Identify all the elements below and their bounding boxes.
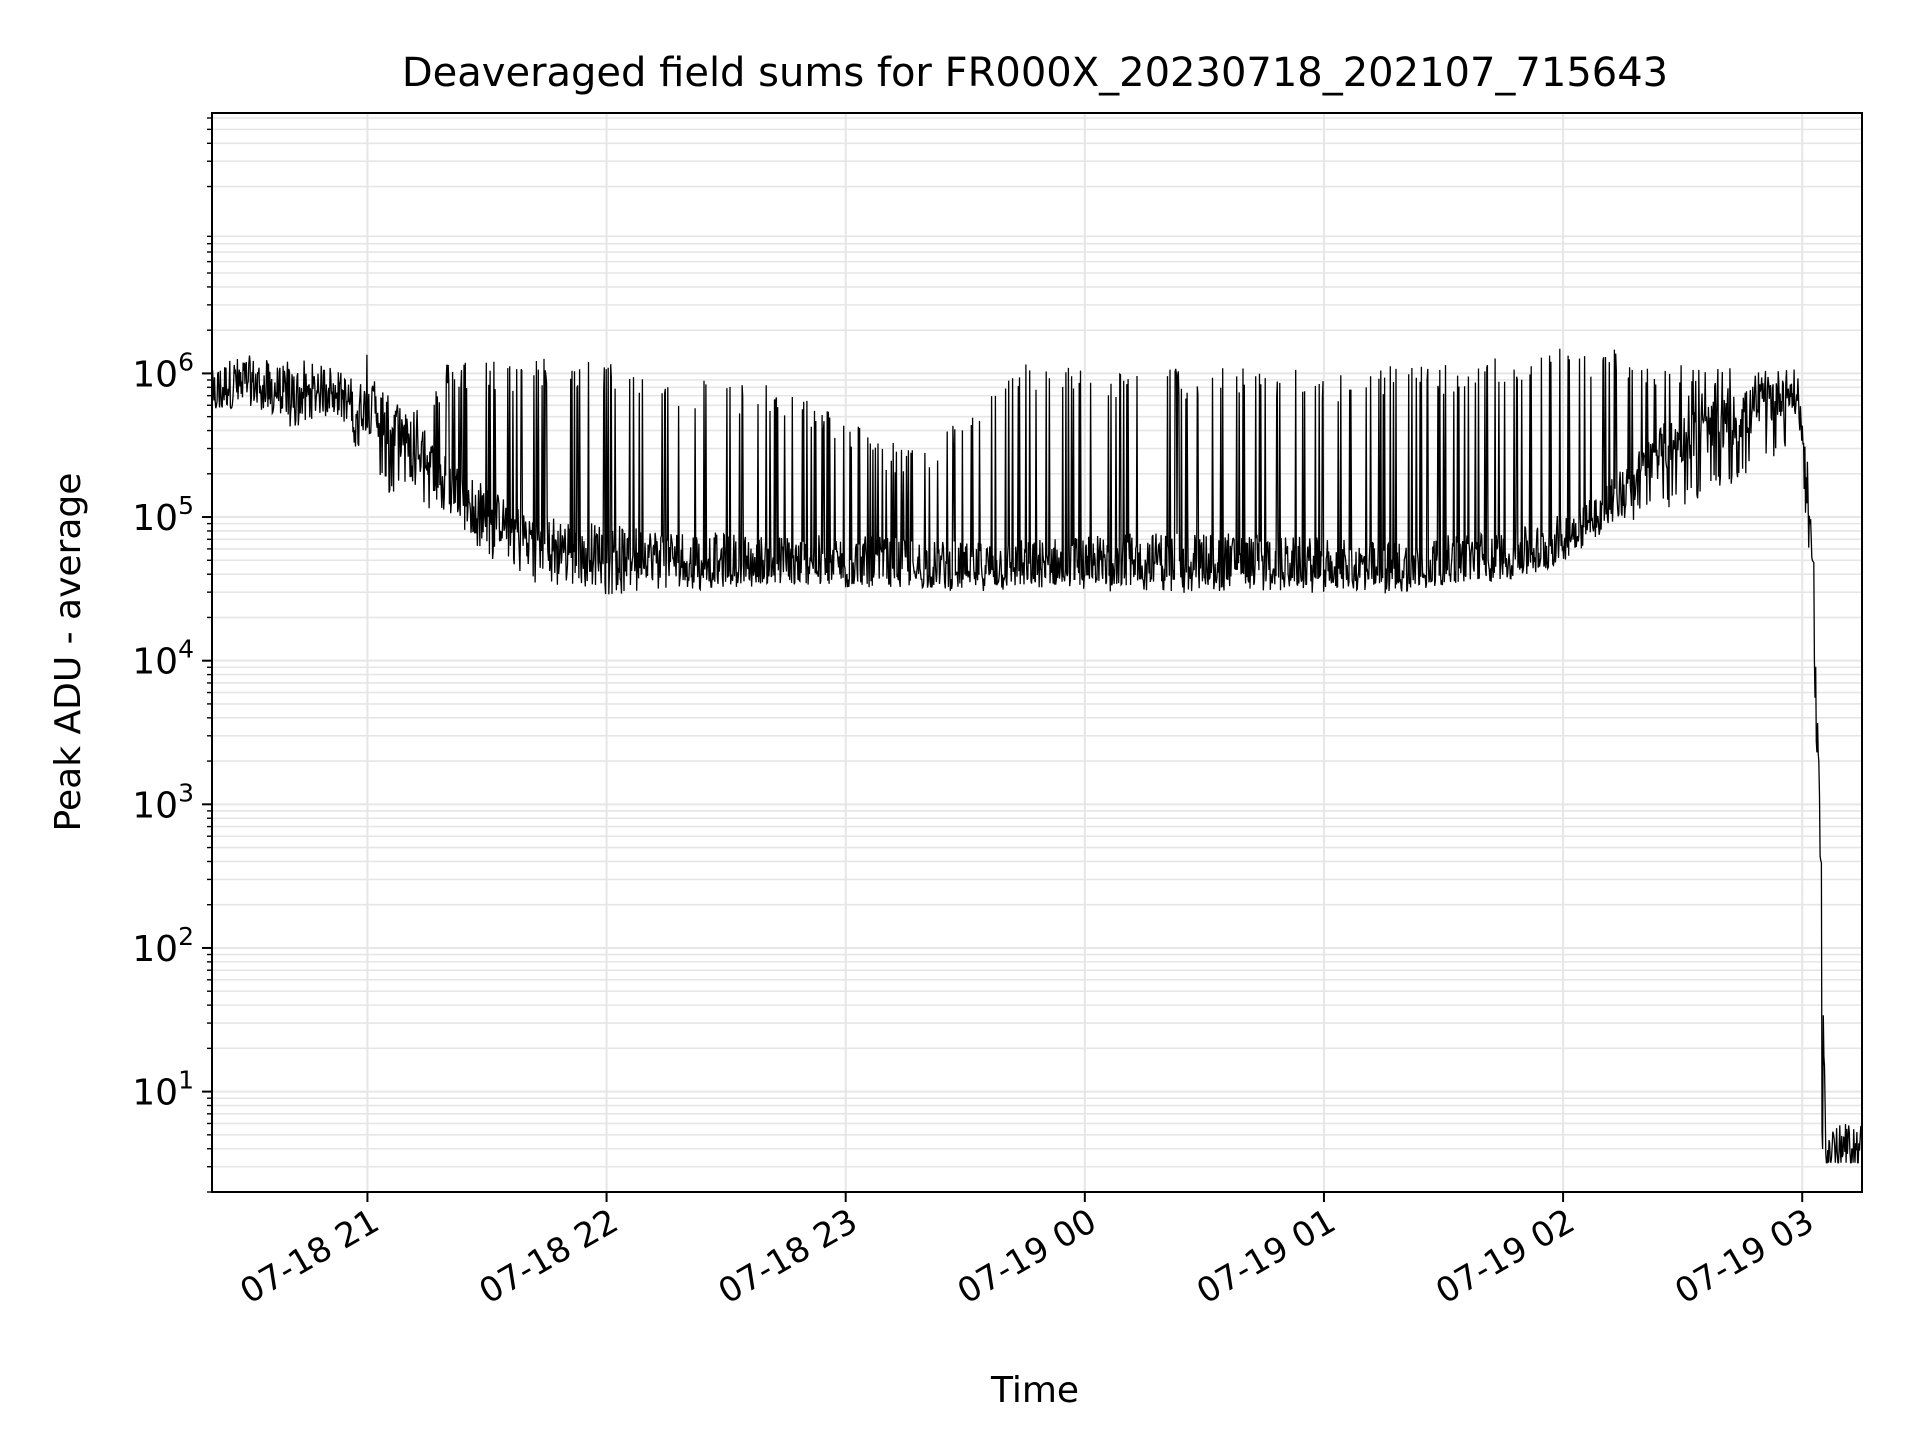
- y-tick-label: 104: [132, 635, 194, 683]
- series-line: [211, 348, 1863, 1164]
- y-tick-label: 101: [132, 1066, 194, 1114]
- x-axis-label: Time: [990, 1370, 1079, 1411]
- y-tick-label: 106: [132, 347, 194, 395]
- y-tick-label: 103: [132, 778, 194, 826]
- plot-frame: [211, 112, 1863, 1193]
- y-axis-label: Peak ADU - average: [48, 473, 89, 832]
- grid: [212, 113, 1862, 1193]
- chart-title: Deaveraged field sums for FR000X_2023071…: [402, 50, 1668, 96]
- y-tick-label: 102: [132, 922, 194, 970]
- y-axis: 101 102 103 104 105 106: [132, 117, 212, 1193]
- y-tick-label: 105: [132, 491, 194, 539]
